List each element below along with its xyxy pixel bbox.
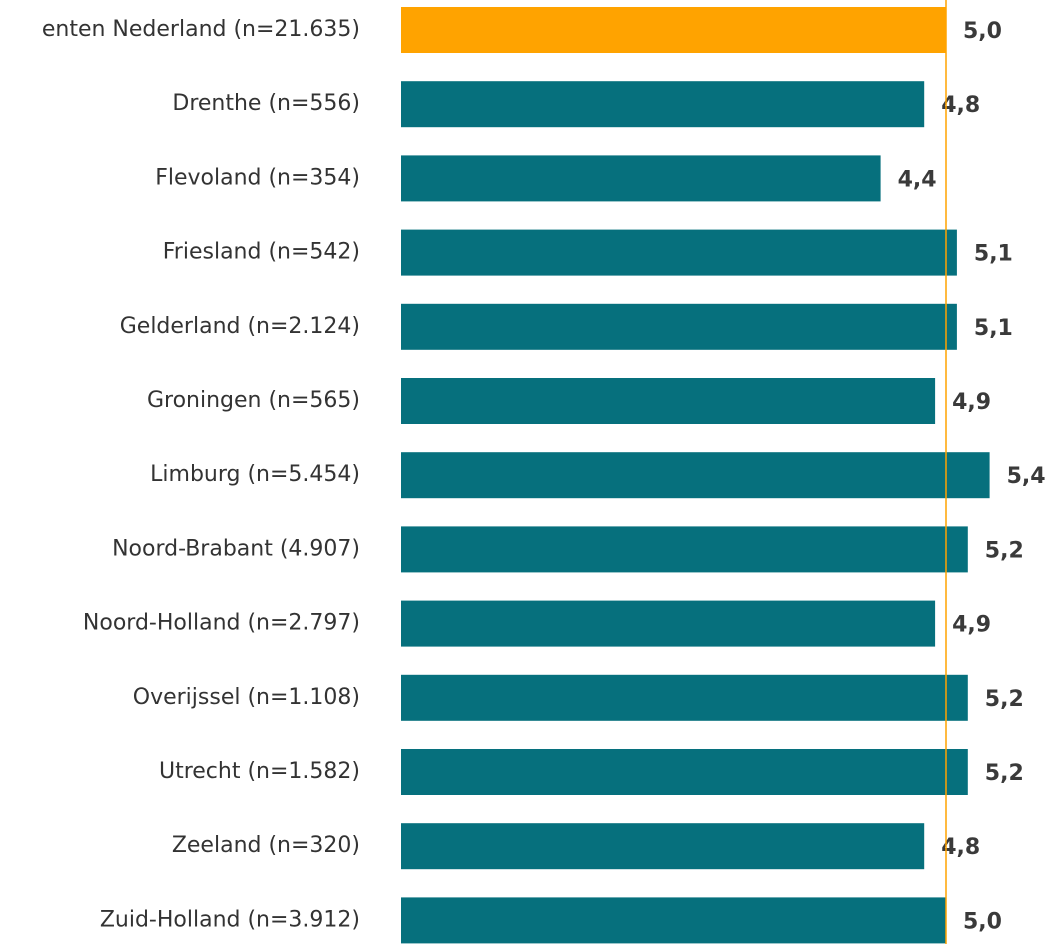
value-label: 4,4 [898, 167, 937, 192]
bar [401, 81, 925, 128]
y-tick-label: Drenthe (n=556) [172, 91, 360, 116]
bar [401, 303, 957, 350]
value-label: 5,1 [974, 316, 1013, 341]
bar [401, 674, 968, 721]
value-label: 4,9 [952, 613, 991, 638]
value-label: 4,8 [941, 835, 980, 860]
y-tick-label: Zuid-Holland (n=3.912) [100, 907, 360, 932]
value-label: 5,2 [985, 538, 1024, 563]
y-tick-label: Limburg (n=5.454) [150, 462, 360, 487]
y-tick-label: Flevoland (n=354) [155, 165, 360, 190]
bar [401, 378, 936, 424]
bar [401, 229, 957, 276]
y-tick-label: Friesland (n=542) [163, 240, 360, 265]
bar [401, 526, 968, 573]
value-label: 5,0 [963, 19, 1002, 44]
bar [401, 897, 946, 944]
y-tick-label: Zeeland (n=320) [172, 833, 360, 858]
y-tick-label: Groningen (n=565) [147, 388, 360, 413]
bar [401, 452, 990, 499]
bar [401, 7, 946, 53]
value-label: 5,2 [985, 687, 1024, 712]
y-tick-label: Noord-Brabant (4.907) [112, 536, 360, 561]
y-tick-label: Overijssel (n=1.108) [133, 685, 360, 710]
value-label: 5,1 [974, 242, 1013, 267]
value-label: 5,2 [985, 761, 1024, 786]
bar [401, 600, 936, 647]
y-tick-label: Gelderland (n=2.124) [120, 314, 360, 339]
value-label: 4,9 [952, 390, 991, 415]
bar [401, 749, 968, 795]
bar [401, 155, 881, 202]
value-label: 5,4 [1007, 464, 1046, 489]
bar [401, 823, 925, 870]
y-tick-label: Utrecht (n=1.582) [159, 759, 360, 784]
value-label: 5,0 [963, 909, 1002, 934]
value-label: 4,8 [941, 93, 980, 118]
y-tick-label: Noord-Holland (n=2.797) [83, 611, 360, 636]
y-tick-label: enten Nederland (n=21.635) [42, 17, 360, 42]
